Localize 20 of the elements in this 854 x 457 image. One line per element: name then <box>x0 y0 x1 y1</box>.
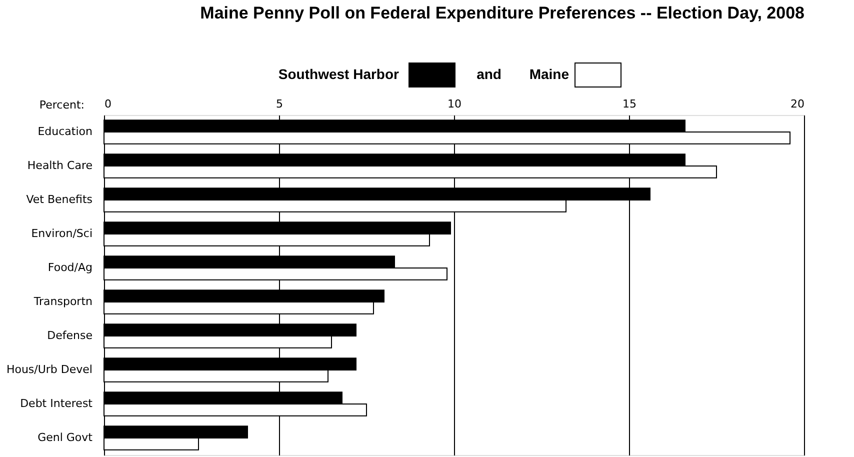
y-tick-label: Hous/Urb Devel <box>6 363 92 376</box>
x-tick-label: 20 <box>790 98 804 110</box>
legend-label: Maine <box>529 66 570 82</box>
y-tick-label: Genl Govt <box>38 431 94 444</box>
x-tick-label: 5 <box>276 98 283 110</box>
y-tick-label: Education <box>38 125 93 138</box>
y-tick-label: Environ/Sci <box>31 227 92 240</box>
x-tick-label: 15 <box>622 98 636 110</box>
chart-title: Maine Penny Poll on Federal Expenditure Preferences -- Election Day, 2008 <box>200 4 804 22</box>
y-tick-label: Vet Benefits <box>26 193 93 206</box>
y-tick-label: Defense <box>47 329 93 342</box>
x-axis-title: Percent: <box>39 98 84 112</box>
x-tick-label: 10 <box>448 98 462 110</box>
y-tick-label: Food/Ag <box>48 261 92 274</box>
text: and <box>476 66 502 82</box>
x-tick-label: 0 <box>104 98 112 110</box>
y-tick-label: Transportn <box>32 295 93 308</box>
y-tick-label: Health Care <box>27 159 93 172</box>
legend-label: Southwest Harbor <box>278 66 400 82</box>
y-tick-label: Debt Interest <box>20 397 94 410</box>
